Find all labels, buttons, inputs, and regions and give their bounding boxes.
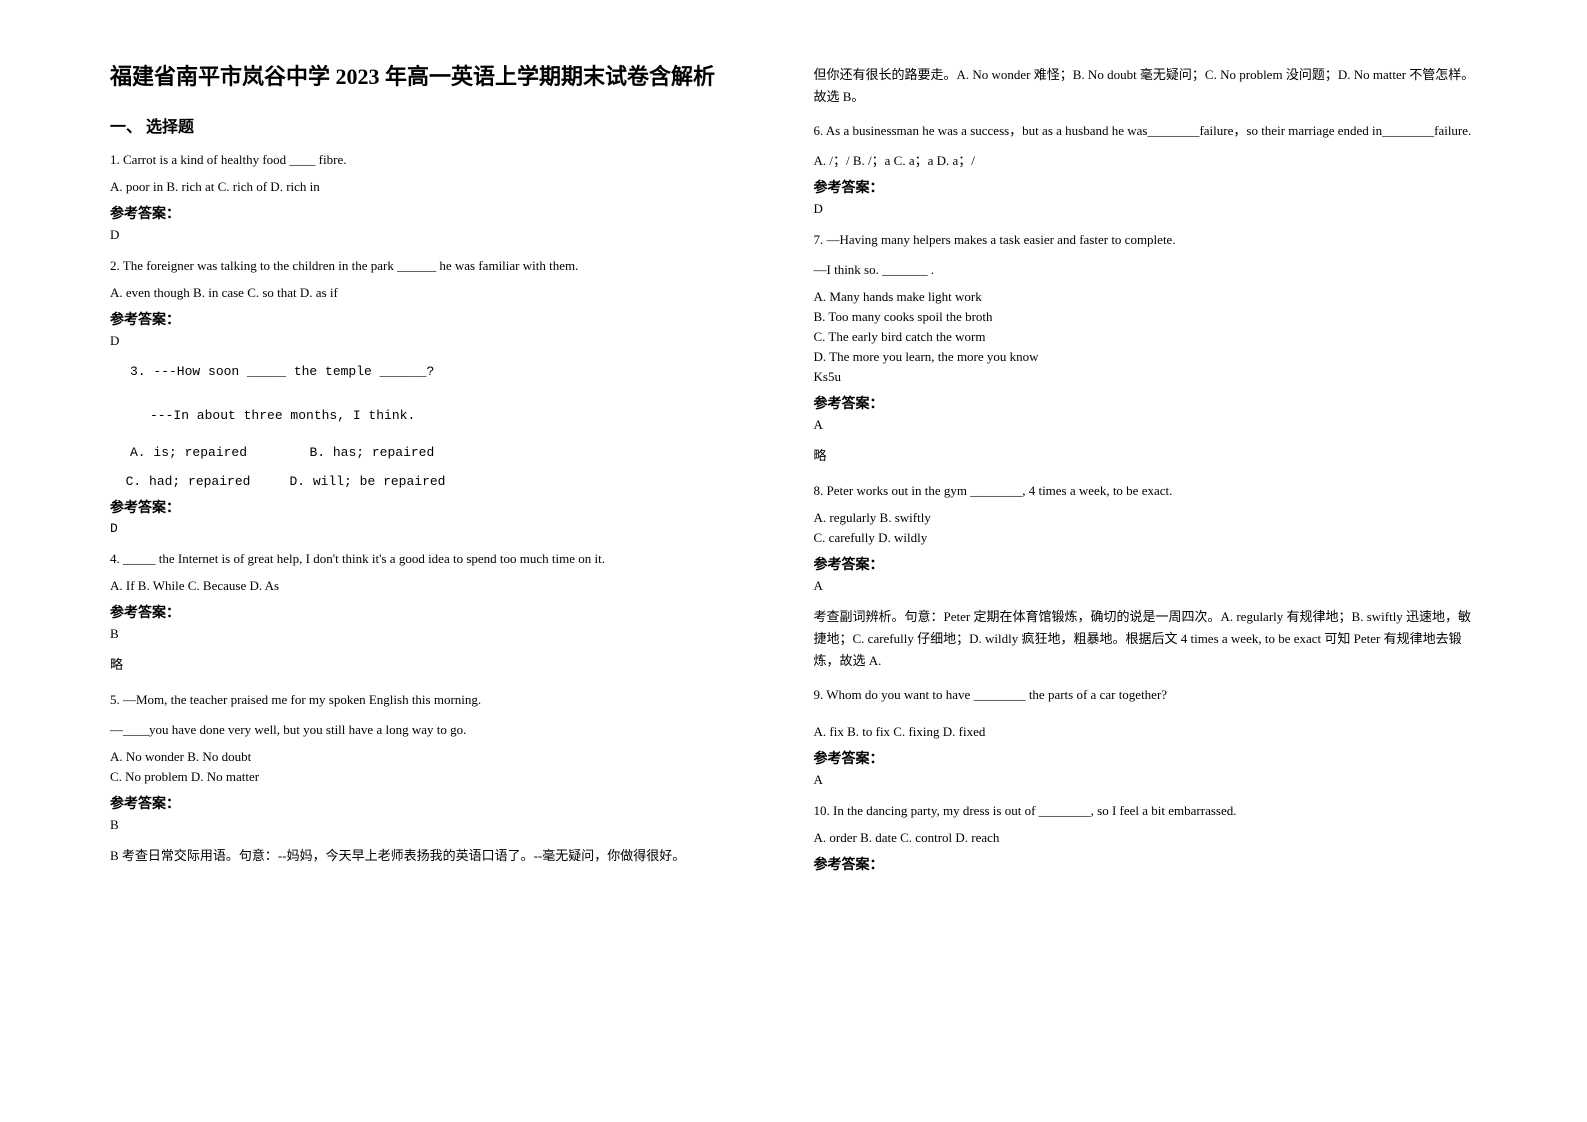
q9-text: 9. Whom do you want to have ________ the… <box>814 684 1478 706</box>
q7-optA: A. Many hands make light work <box>814 289 1478 305</box>
q5-optA: A. No wonder B. No doubt <box>110 749 774 765</box>
q8-text: 8. Peter works out in the gym ________, … <box>814 480 1478 502</box>
q3-answer: D <box>110 521 774 536</box>
q10-text: 10. In the dancing party, my dress is ou… <box>814 800 1478 822</box>
q5-answer: B <box>110 817 774 833</box>
q2-text: 2. The foreigner was talking to the chil… <box>110 255 774 277</box>
q2-options: A. even though B. in case C. so that D. … <box>110 285 774 301</box>
q7-line1: 7. —Having many helpers makes a task eas… <box>814 229 1478 251</box>
q3-optB: B. has; repaired <box>309 445 434 460</box>
q8-optC: C. carefully D. wildly <box>814 530 1478 546</box>
q4-note: 略 <box>110 654 774 676</box>
q2-answer: D <box>110 333 774 349</box>
q3-line1: 3. ---How soon _____ the temple ______? <box>130 361 774 383</box>
q1-answer-label: 参考答案： <box>110 203 774 223</box>
q5-explanation2: 但你还有很长的路要走。A. No wonder 难怪；B. No doubt 毫… <box>814 64 1478 108</box>
q10-options: A. order B. date C. control D. reach <box>814 830 1478 846</box>
q3-answer-label: 参考答案： <box>110 497 774 517</box>
document-title: 福建省南平市岚谷中学 2023 年高一英语上学期期末试卷含解析 <box>110 60 774 93</box>
q3-optA: A. is; repaired <box>130 445 247 460</box>
section-header: 一、 选择题 <box>110 113 774 137</box>
q5-optC: C. No problem D. No matter <box>110 769 774 785</box>
q3-options-row1: A. is; repaired B. has; repaired <box>130 445 774 460</box>
q8-answer: A <box>814 578 1478 594</box>
q1-text: 1. Carrot is a kind of healthy food ____… <box>110 149 774 171</box>
q7-answer: A <box>814 417 1478 433</box>
q9-options: A. fix B. to fix C. fixing D. fixed <box>814 724 1478 740</box>
q9-answer-label: 参考答案： <box>814 748 1478 768</box>
q6-text: 6. As a businessman he was a success，but… <box>814 120 1478 142</box>
left-column: 福建省南平市岚谷中学 2023 年高一英语上学期期末试卷含解析 一、 选择题 1… <box>90 60 794 1062</box>
q8-optA: A. regularly B. swiftly <box>814 510 1478 526</box>
right-column: 但你还有很长的路要走。A. No wonder 难怪；B. No doubt 毫… <box>794 60 1498 1062</box>
q7-note: 略 <box>814 445 1478 467</box>
q3-line2: ---In about three months, I think. <box>150 405 774 427</box>
q6-answer-label: 参考答案： <box>814 177 1478 197</box>
q7-ks: Ks5u <box>814 369 1478 385</box>
q10-answer-label: 参考答案： <box>814 854 1478 874</box>
q4-answer-label: 参考答案： <box>110 602 774 622</box>
q8-answer-label: 参考答案： <box>814 554 1478 574</box>
q1-answer: D <box>110 227 774 243</box>
q5-line2: —____you have done very well, but you st… <box>110 719 774 741</box>
q9-answer: A <box>814 772 1478 788</box>
q3-options-row2: C. had; repaired D. will; be repaired <box>110 474 774 489</box>
q7-optC: C. The early bird catch the worm <box>814 329 1478 345</box>
q5-line1: 5. —Mom, the teacher praised me for my s… <box>110 689 774 711</box>
q3-optD: D. will; be repaired <box>289 474 445 489</box>
q6-answer: D <box>814 201 1478 217</box>
q8-explanation: 考查副词辨析。句意：Peter 定期在体育馆锻炼，确切的说是一周四次。A. re… <box>814 606 1478 672</box>
q4-text: 4. _____ the Internet is of great help, … <box>110 548 774 570</box>
q4-answer: B <box>110 626 774 642</box>
q2-answer-label: 参考答案： <box>110 309 774 329</box>
q5-explanation1: B 考查日常交际用语。句意：--妈妈，今天早上老师表扬我的英语口语了。--毫无疑… <box>110 845 774 867</box>
q7-optD: D. The more you learn, the more you know <box>814 349 1478 365</box>
q3-optC: C. had; repaired <box>126 474 251 489</box>
q7-answer-label: 参考答案： <box>814 393 1478 413</box>
q6-options: A. /；/ B. /；a C. a；a D. a；/ <box>814 150 1478 169</box>
q4-options: A. If B. While C. Because D. As <box>110 578 774 594</box>
q7-line2: —I think so. _______ . <box>814 259 1478 281</box>
q5-answer-label: 参考答案： <box>110 793 774 813</box>
q7-optB: B. Too many cooks spoil the broth <box>814 309 1478 325</box>
q1-options: A. poor in B. rich at C. rich of D. rich… <box>110 179 774 195</box>
